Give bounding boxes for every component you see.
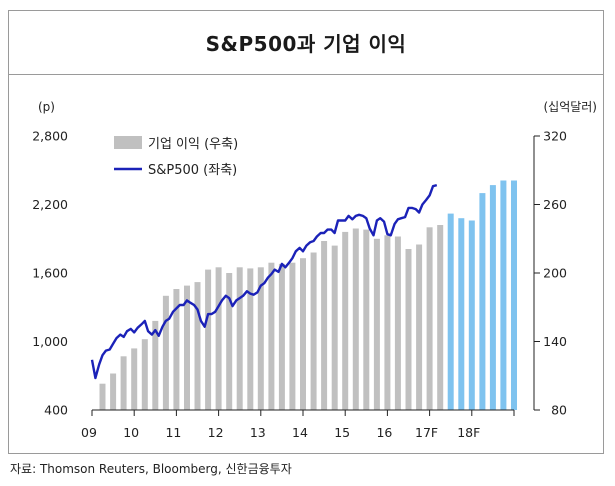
profit-bar <box>426 227 433 410</box>
x-tick-label: 11 <box>165 425 181 440</box>
profit-bar <box>405 249 412 410</box>
left-tick-label: 400 <box>44 403 68 418</box>
profit-bar <box>152 320 159 410</box>
left-tick-label: 2,800 <box>32 129 68 144</box>
x-tick-label: 18F <box>457 425 480 440</box>
right-tick-label: 80 <box>551 403 567 418</box>
profit-bar <box>236 267 243 410</box>
legend-label-line: S&P500 (좌축) <box>148 163 237 178</box>
profit-bar <box>110 373 117 410</box>
profit-bar <box>257 267 264 410</box>
profit-bar <box>373 238 380 411</box>
legend-swatch-bar <box>114 136 142 149</box>
profit-bar <box>173 289 180 410</box>
profit-bar-forecast <box>447 213 454 410</box>
x-tick-label: 17F <box>415 425 438 440</box>
profit-bar <box>278 263 285 410</box>
profit-bar <box>289 262 296 410</box>
x-tick-label: 15 <box>334 425 350 440</box>
profit-bar <box>384 235 391 410</box>
profit-bar <box>99 383 106 410</box>
profit-bar <box>437 225 444 410</box>
profit-bar-forecast <box>479 193 486 410</box>
profit-bar <box>363 229 370 410</box>
right-tick-label: 320 <box>543 129 567 144</box>
profit-bar <box>131 348 138 410</box>
profit-bar <box>342 231 349 410</box>
left-tick-label: 1,600 <box>32 266 68 281</box>
right-tick-label: 200 <box>543 266 567 281</box>
profit-bar <box>184 285 190 410</box>
axes-layer: 2,800 2,200 1,600 1,000 400 320 260 200 140 80 09 1… <box>32 100 597 440</box>
source-note: 자료: Thomson Reuters, Bloomberg, 신한금융투자 <box>10 462 292 476</box>
legend-label-bar: 기업 이익 (우축) <box>148 137 238 152</box>
profit-bar <box>120 356 127 410</box>
profit-bar <box>394 236 401 410</box>
profit-bar-forecast <box>500 180 507 410</box>
profit-bar-forecast <box>458 218 465 410</box>
profit-bar <box>215 267 222 410</box>
profit-bar <box>268 262 275 410</box>
profit-bar <box>321 241 328 410</box>
profit-bar <box>162 295 169 410</box>
sp500-line <box>90 183 438 380</box>
profit-bar <box>416 244 423 410</box>
bars-layer <box>99 180 517 411</box>
right-axis-unit: (십억달러) <box>543 100 597 114</box>
profit-bar <box>310 252 317 410</box>
right-tick-label: 140 <box>543 334 567 349</box>
profit-bar-forecast <box>468 220 475 410</box>
line-layer <box>90 183 438 380</box>
profit-bar <box>352 228 359 410</box>
profit-bar <box>141 339 148 410</box>
left-axis-unit: (p) <box>38 100 55 114</box>
profit-bar <box>331 245 338 410</box>
profit-bar <box>247 268 254 410</box>
chart-title: S&P500과 기업 이익 <box>205 32 407 56</box>
x-tick-label: 10 <box>123 425 139 440</box>
profit-bar <box>300 258 306 410</box>
profit-bar-forecast <box>511 180 517 410</box>
profit-bar <box>226 273 233 410</box>
right-tick-label: 260 <box>543 197 567 212</box>
profit-bar <box>194 282 201 410</box>
profit-bar <box>205 269 212 410</box>
x-tick-label: 12 <box>208 425 224 440</box>
left-tick-label: 1,000 <box>32 334 68 349</box>
left-tick-label: 2,200 <box>32 197 68 212</box>
title-bar: S&P500과 기업 이익 <box>9 11 603 75</box>
legend: 기업 이익 (우축) S&P500 (좌축) <box>114 136 238 178</box>
profit-bar-forecast <box>489 185 496 410</box>
x-tick-label: 13 <box>250 425 266 440</box>
x-tick-label: 09 <box>81 425 97 440</box>
x-tick-label: 16 <box>376 425 392 440</box>
x-tick-label: 14 <box>292 425 308 440</box>
